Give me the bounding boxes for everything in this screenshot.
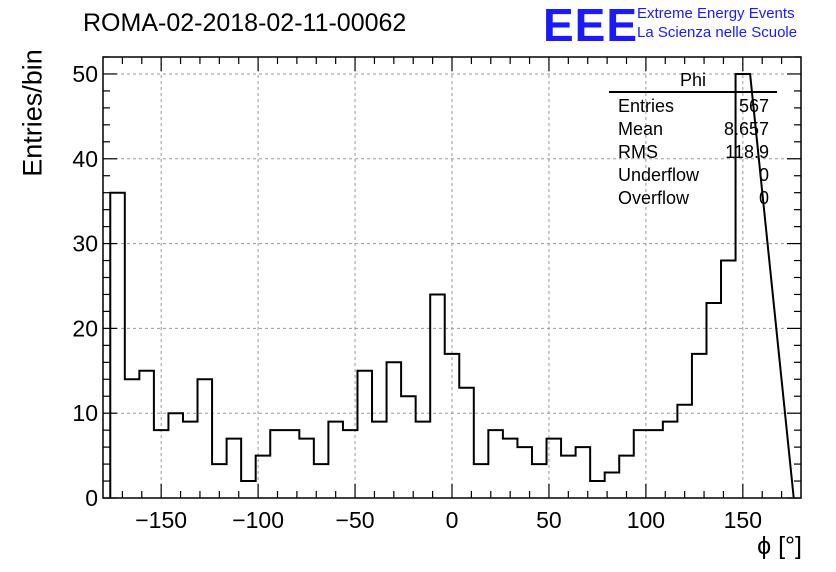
stats-label: Entries — [618, 96, 675, 116]
y-tick-label: 40 — [72, 146, 98, 172]
x-tick-label: −100 — [232, 507, 284, 533]
stats-label: Overflow — [618, 188, 690, 208]
x-tick-label: −150 — [135, 507, 187, 533]
stats-value: 0 — [758, 188, 769, 208]
y-tick-label: 30 — [72, 231, 98, 257]
stats-row-mean: Mean 8.657 — [609, 118, 777, 141]
x-axis-label: ϕ [°] — [757, 532, 802, 560]
stats-value: 0 — [758, 165, 769, 185]
y-tick-label: 20 — [72, 315, 98, 341]
stats-row-overflow: Overflow 0 — [609, 187, 777, 210]
histogram-line — [109, 72, 795, 499]
stats-label: Mean — [618, 119, 664, 139]
x-tick-label: 50 — [536, 507, 562, 533]
logo-line-1: Extreme Energy Events — [637, 5, 795, 22]
stats-separator — [609, 91, 777, 93]
stats-value: 567 — [738, 96, 769, 116]
eee-logo: EEE — [543, 0, 639, 51]
stats-value: 118.9 — [725, 142, 769, 162]
y-tick-label: 10 — [72, 400, 98, 426]
stats-value: 8.657 — [723, 119, 769, 139]
x-tick-label: 0 — [446, 507, 459, 533]
stats-label: Underflow — [618, 165, 700, 185]
y-tick-label: 0 — [85, 485, 98, 511]
stats-box: Phi Entries 567 Mean 8.657 RMS 118.9 Und… — [609, 70, 777, 210]
stats-histogram-name: Phi — [679, 70, 706, 90]
x-tick-label: −50 — [336, 507, 375, 533]
y-axis-label: Entries/bin — [17, 49, 48, 177]
x-tick-label: 150 — [724, 507, 762, 533]
logo-line-2: La Scienza nelle Scuole — [637, 24, 798, 41]
y-tick-label: 50 — [72, 61, 98, 87]
stats-row-underflow: Underflow 0 — [609, 164, 777, 187]
stats-label: RMS — [618, 142, 658, 162]
x-tick-label: 100 — [627, 507, 665, 533]
plot-title: ROMA-02-2018-02-11-00062 — [83, 9, 407, 37]
stats-row-entries: Entries 567 — [609, 95, 777, 118]
stats-row-rms: RMS 118.9 — [609, 141, 777, 164]
